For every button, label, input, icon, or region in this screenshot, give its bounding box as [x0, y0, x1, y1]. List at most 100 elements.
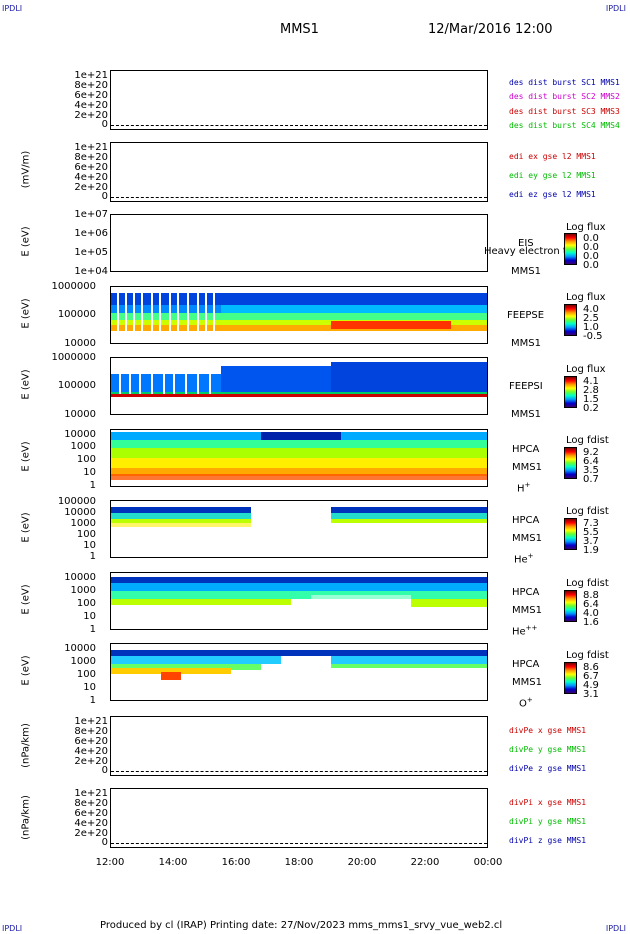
y-tick: 1000000 [51, 352, 96, 363]
colorbar-tick: 0.2 [583, 403, 599, 414]
y-tick: 1e+21 [74, 142, 108, 153]
spacecraft-label: MMS1 [511, 409, 541, 420]
colorbar-tick: 5.5 [583, 527, 599, 538]
y-tick: 0 [101, 119, 108, 130]
species-label: He++ [512, 624, 538, 638]
y-tick: 10000 [64, 643, 96, 654]
spectrogram-hpca-he2 [111, 577, 487, 607]
colorbar-tick: 4.0 [583, 608, 599, 619]
y-tick: 10 [83, 611, 96, 622]
legend-item: divPi y gse MMS1 [509, 817, 587, 826]
spacecraft-label: MMS1 [512, 462, 542, 473]
y-tick: 10 [83, 540, 96, 551]
y-tick: 2e+20 [74, 756, 108, 767]
x-tick: 22:00 [410, 857, 440, 868]
spectrogram-feepse [111, 293, 487, 331]
y-tick: 1 [89, 551, 96, 562]
y-tick: 100000 [57, 309, 96, 320]
y-tick: 10000 [64, 409, 96, 420]
spacecraft-label: MMS1 [511, 338, 541, 349]
colorbar-tick: 0.0 [583, 242, 599, 253]
legend-item: edi ex gse l2 MMS1 [509, 152, 596, 161]
colorbar-tick: 0.0 [583, 251, 599, 262]
spectrogram-feepsi [111, 362, 487, 397]
instrument-label: HPCA [512, 659, 540, 670]
y-tick: 6e+20 [74, 90, 108, 101]
species-label: O+ [519, 696, 533, 710]
y-tick: 1000 [70, 518, 96, 529]
corner-label-bl: IPDLI [2, 924, 23, 933]
corner-label-tr: IPDLI [605, 4, 626, 13]
colorbar-tick: 3.5 [583, 465, 599, 476]
y-tick: 0 [101, 191, 108, 202]
x-tick: 12:00 [95, 857, 125, 868]
legend-item: divPe z gse MMS1 [509, 764, 587, 773]
y-tick: 1 [89, 695, 96, 706]
colorbar-tick: 4.0 [583, 304, 599, 315]
y-tick: 2e+20 [74, 182, 108, 193]
legend-item: divPi x gse MMS1 [509, 798, 587, 807]
colorbar-tick: 1.0 [583, 322, 599, 333]
instrument-label: HPCA [512, 587, 540, 598]
colorbar-title: Log fdist [566, 506, 609, 517]
legend-item: des dist burst SC1 MMS1 [509, 78, 620, 87]
zero-line [111, 771, 487, 772]
y-tick: 1 [89, 480, 96, 491]
y-tick: 6e+20 [74, 808, 108, 819]
y-tick: 1000 [70, 656, 96, 667]
x-tick: 00:00 [473, 857, 503, 868]
legend-item: des dist burst SC4 MMS4 [509, 121, 620, 130]
legend-item: des dist burst SC3 MMS3 [509, 107, 620, 116]
y-tick: 10 [83, 467, 96, 478]
colorbar [564, 376, 577, 408]
y-tick: 6e+20 [74, 162, 108, 173]
colorbar-title: Log flux [566, 364, 606, 375]
corner-label-tl: IPDLI [2, 4, 23, 13]
y-tick: 1e+21 [74, 70, 108, 81]
y-tick: 8e+20 [74, 80, 108, 91]
y-tick: 0 [101, 765, 108, 776]
y-tick: 1e+04 [74, 266, 108, 277]
y-tick: 4e+20 [74, 818, 108, 829]
overlay-text: Heavy electron to [484, 246, 573, 257]
legend-item: edi ez gse l2 MMS1 [509, 190, 596, 199]
y-axis-label: E (eV) [20, 226, 32, 257]
colorbar-tick: 6.4 [583, 456, 599, 467]
colorbar-tick: 0.0 [583, 233, 599, 244]
spectrogram-hpca-o [111, 650, 487, 680]
y-tick: 6e+20 [74, 736, 108, 747]
instrument-label: EIS [518, 238, 534, 249]
y-tick: 1000 [70, 441, 96, 452]
colorbar-tick: 1.6 [583, 617, 599, 628]
panel-des-dist [110, 70, 488, 130]
y-tick: 4e+20 [74, 172, 108, 183]
y-tick: 1e+06 [74, 228, 108, 239]
colorbar-tick: 3.7 [583, 536, 599, 547]
x-tick: 18:00 [284, 857, 314, 868]
colorbar-tick: 0.7 [583, 474, 599, 485]
y-tick: 4e+20 [74, 746, 108, 757]
instrument-label: FEEPSI [509, 381, 543, 392]
colorbar [564, 304, 577, 336]
chart-title: MMS1 [280, 22, 319, 37]
panel-eis [110, 214, 488, 272]
colorbar-tick: -0.5 [583, 331, 603, 342]
colorbar-title: Log fdist [566, 650, 609, 661]
colorbar-title: Log flux [566, 292, 606, 303]
spacecraft-label: MMS1 [512, 677, 542, 688]
y-tick: 1000 [70, 585, 96, 596]
legend-item: des dist burst SC2 MMS2 [509, 92, 620, 101]
legend-item: divPe x gse MMS1 [509, 726, 587, 735]
y-tick: 8e+20 [74, 152, 108, 163]
zero-line [111, 125, 487, 126]
y-tick: 10000 [64, 572, 96, 583]
instrument-label: HPCA [512, 444, 540, 455]
instrument-label: FEEPSE [507, 310, 545, 321]
y-tick: 8e+20 [74, 798, 108, 809]
y-tick: 4e+20 [74, 100, 108, 111]
y-tick: 8e+20 [74, 726, 108, 737]
panel-divpi [110, 788, 488, 848]
species-label: H+ [517, 481, 531, 495]
spacecraft-label: MMS1 [512, 605, 542, 616]
y-tick: 2e+20 [74, 110, 108, 121]
